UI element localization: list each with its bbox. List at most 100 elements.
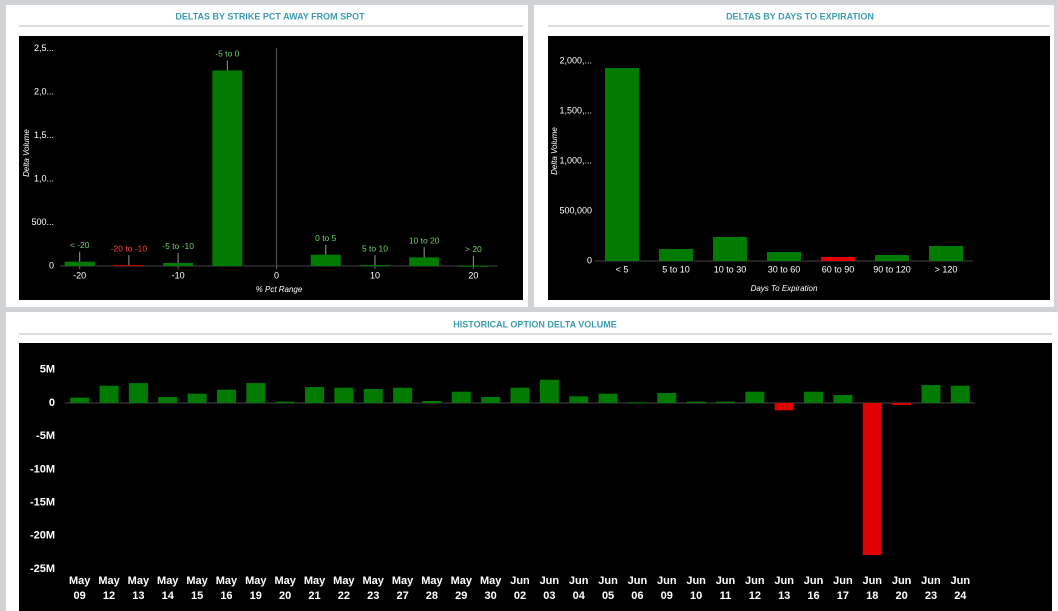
bar — [605, 68, 639, 261]
chart-title: DELTAS BY DAYS TO EXPIRATION — [726, 11, 874, 21]
bar — [163, 262, 194, 266]
bar-label: > 20 — [465, 244, 482, 254]
x-tick-label: May — [245, 575, 267, 587]
x-tick-label: May — [274, 575, 296, 587]
bar — [598, 393, 618, 403]
x-tick-label: 30 to 60 — [768, 264, 801, 274]
x-tick-label: 11 — [720, 590, 732, 602]
bar — [862, 402, 882, 556]
x-tick-label: 28 — [426, 590, 438, 602]
bar — [113, 265, 144, 267]
y-tick-label: 2,5... — [34, 43, 54, 53]
bar — [510, 387, 530, 403]
x-tick-label: 0 — [274, 270, 279, 280]
bar — [216, 389, 236, 403]
x-tick-label: May — [304, 575, 326, 587]
x-tick-label: 15 — [191, 590, 203, 602]
bar — [774, 402, 794, 411]
bar — [950, 385, 970, 403]
x-tick-label: 16 — [220, 590, 232, 602]
x-tick-label: 12 — [749, 590, 761, 602]
y-tick-label: 5M — [40, 364, 55, 376]
y-tick-label: 500,000 — [559, 205, 592, 215]
bar — [686, 401, 706, 403]
x-tick-label: 06 — [631, 590, 643, 602]
x-tick-label: 20 — [468, 270, 478, 280]
x-tick-label: Jun — [862, 575, 882, 587]
bar — [275, 401, 295, 403]
x-tick-label: Jun — [569, 575, 589, 587]
bar — [246, 383, 266, 403]
bar — [70, 397, 90, 403]
x-tick-label: 03 — [543, 590, 555, 602]
bar — [713, 237, 747, 261]
x-tick-label: Jun — [657, 575, 677, 587]
x-tick-label: 22 — [338, 590, 350, 602]
x-tick-label: 14 — [162, 590, 175, 602]
x-tick-label: Jun — [951, 575, 971, 587]
bar — [767, 252, 801, 261]
x-tick-label: Jun — [628, 575, 648, 587]
bar-label: 0 to 5 — [315, 233, 337, 243]
bar — [481, 397, 501, 403]
x-tick-label: Jun — [686, 575, 706, 587]
x-tick-label: May — [480, 575, 502, 587]
bar-label: -20 to -10 — [111, 243, 148, 253]
x-tick-label: 16 — [807, 590, 819, 602]
x-tick-label: 10 — [370, 270, 380, 280]
bar — [64, 261, 95, 266]
bar — [310, 254, 341, 266]
x-tick-label: 21 — [308, 590, 320, 602]
bar — [458, 265, 489, 267]
bar — [305, 387, 325, 403]
x-tick-label: 17 — [837, 590, 849, 602]
y-tick-label: 0 — [587, 255, 592, 265]
y-tick-label: 2,000,... — [559, 55, 592, 65]
x-tick-label: 10 — [690, 590, 702, 602]
y-tick-label: 1,000,... — [559, 155, 592, 165]
x-tick-label: May — [98, 575, 120, 587]
bar-label: < -20 — [70, 240, 90, 250]
bar — [212, 70, 243, 266]
bar — [921, 385, 941, 403]
chart-title: DELTAS BY STRIKE PCT AWAY FROM SPOT — [175, 11, 365, 21]
x-tick-label: 5 to 10 — [662, 264, 690, 274]
bar — [745, 391, 765, 403]
x-tick-label: 18 — [866, 590, 878, 602]
bar — [409, 257, 440, 266]
bar-label: 5 to 10 — [362, 243, 388, 253]
x-tick-label: 09 — [661, 590, 673, 602]
x-tick-label: Jun — [833, 575, 853, 587]
x-tick-label: 60 to 90 — [822, 264, 855, 274]
x-tick-label: -10 — [172, 270, 185, 280]
x-tick-label: 20 — [279, 590, 291, 602]
x-tick-label: 19 — [250, 590, 262, 602]
y-tick-label: 0 — [49, 260, 54, 270]
bar — [659, 249, 693, 261]
x-tick-label: May — [157, 575, 179, 587]
bar — [833, 395, 853, 403]
bar — [158, 397, 178, 403]
x-tick-label: May — [186, 575, 208, 587]
bar — [929, 246, 963, 261]
x-tick-label: < 5 — [616, 264, 629, 274]
x-tick-label: 23 — [925, 590, 937, 602]
x-tick-label: 24 — [954, 590, 967, 602]
bar — [359, 265, 390, 267]
y-tick-label: 1,0... — [34, 173, 54, 183]
x-tick-label: 20 — [895, 590, 907, 602]
x-tick-label: 90 to 120 — [873, 264, 911, 274]
bar — [128, 383, 148, 403]
x-tick-label: May — [69, 575, 91, 587]
x-tick-label: May — [392, 575, 414, 587]
x-tick-label: 13 — [778, 590, 790, 602]
x-tick-label: May — [363, 575, 385, 587]
y-axis-title: Delta Volume — [22, 129, 31, 177]
bar — [422, 400, 442, 403]
y-tick-label: 1,5... — [34, 130, 54, 140]
bar — [539, 379, 559, 403]
bar — [187, 393, 207, 403]
bar — [363, 389, 383, 403]
bar — [393, 387, 413, 403]
